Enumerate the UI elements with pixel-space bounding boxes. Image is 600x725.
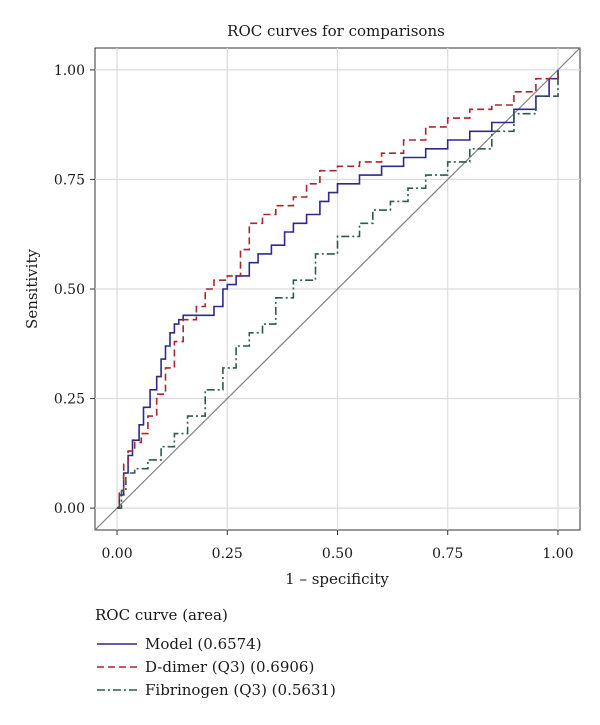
grid-lines: [95, 48, 580, 530]
legend-swatch-model: [97, 642, 137, 645]
legend-item-model: Model (0.6574): [95, 632, 336, 655]
legend-label-fibrinogen: Fibrinogen (Q3) (0.5631): [145, 680, 336, 699]
y-tick-label: 1.00: [54, 63, 85, 79]
reference-diagonal: [94, 47, 581, 531]
series-layer: [117, 69, 559, 509]
series-line-d-dimer: [117, 69, 559, 509]
chart-title: ROC curves for comparisons: [227, 22, 445, 40]
x-tick-label: 0.50: [322, 546, 353, 562]
x-tick-label: 0.00: [101, 546, 132, 562]
y-tick-label: 0.50: [54, 282, 85, 298]
x-tick-label: 0.75: [432, 546, 463, 562]
legend-title: ROC curve (area): [95, 606, 228, 624]
x-tick-label: 0.25: [212, 546, 243, 562]
legend-swatch-fibrinogen: [97, 688, 137, 691]
roc-chart: ROC curves for comparisons 0.00 0.25 0.50 0…: [23, 22, 581, 588]
y-tick-label: 0.25: [54, 392, 85, 408]
y-axis-title: Sensitivity: [23, 249, 41, 329]
legend-item-d-dimer: D-dimer (Q3) (0.6906): [95, 655, 336, 678]
x-axis-title: 1 – specificity: [285, 570, 389, 588]
series-line-model: [117, 69, 559, 509]
legend-item-fibrinogen: Fibrinogen (Q3) (0.5631): [95, 678, 336, 701]
legend-swatch-d-dimer: [97, 665, 137, 668]
legend-label-model: Model (0.6574): [145, 634, 262, 653]
axis-ticks: 0.00 0.25 0.50 0.75 1.00 0.00 0.25 0.50 0.75 1.00: [54, 63, 574, 562]
legend-label-d-dimer: D-dimer (Q3) (0.6906): [145, 657, 315, 676]
series-line-fibrinogen: [117, 69, 559, 509]
legend: ROC curve (area) Model (0.6574) D-dimer …: [95, 606, 336, 701]
y-tick-label: 0.00: [54, 501, 85, 517]
y-tick-label: 0.75: [54, 172, 85, 188]
x-tick-label: 1.00: [542, 546, 573, 562]
